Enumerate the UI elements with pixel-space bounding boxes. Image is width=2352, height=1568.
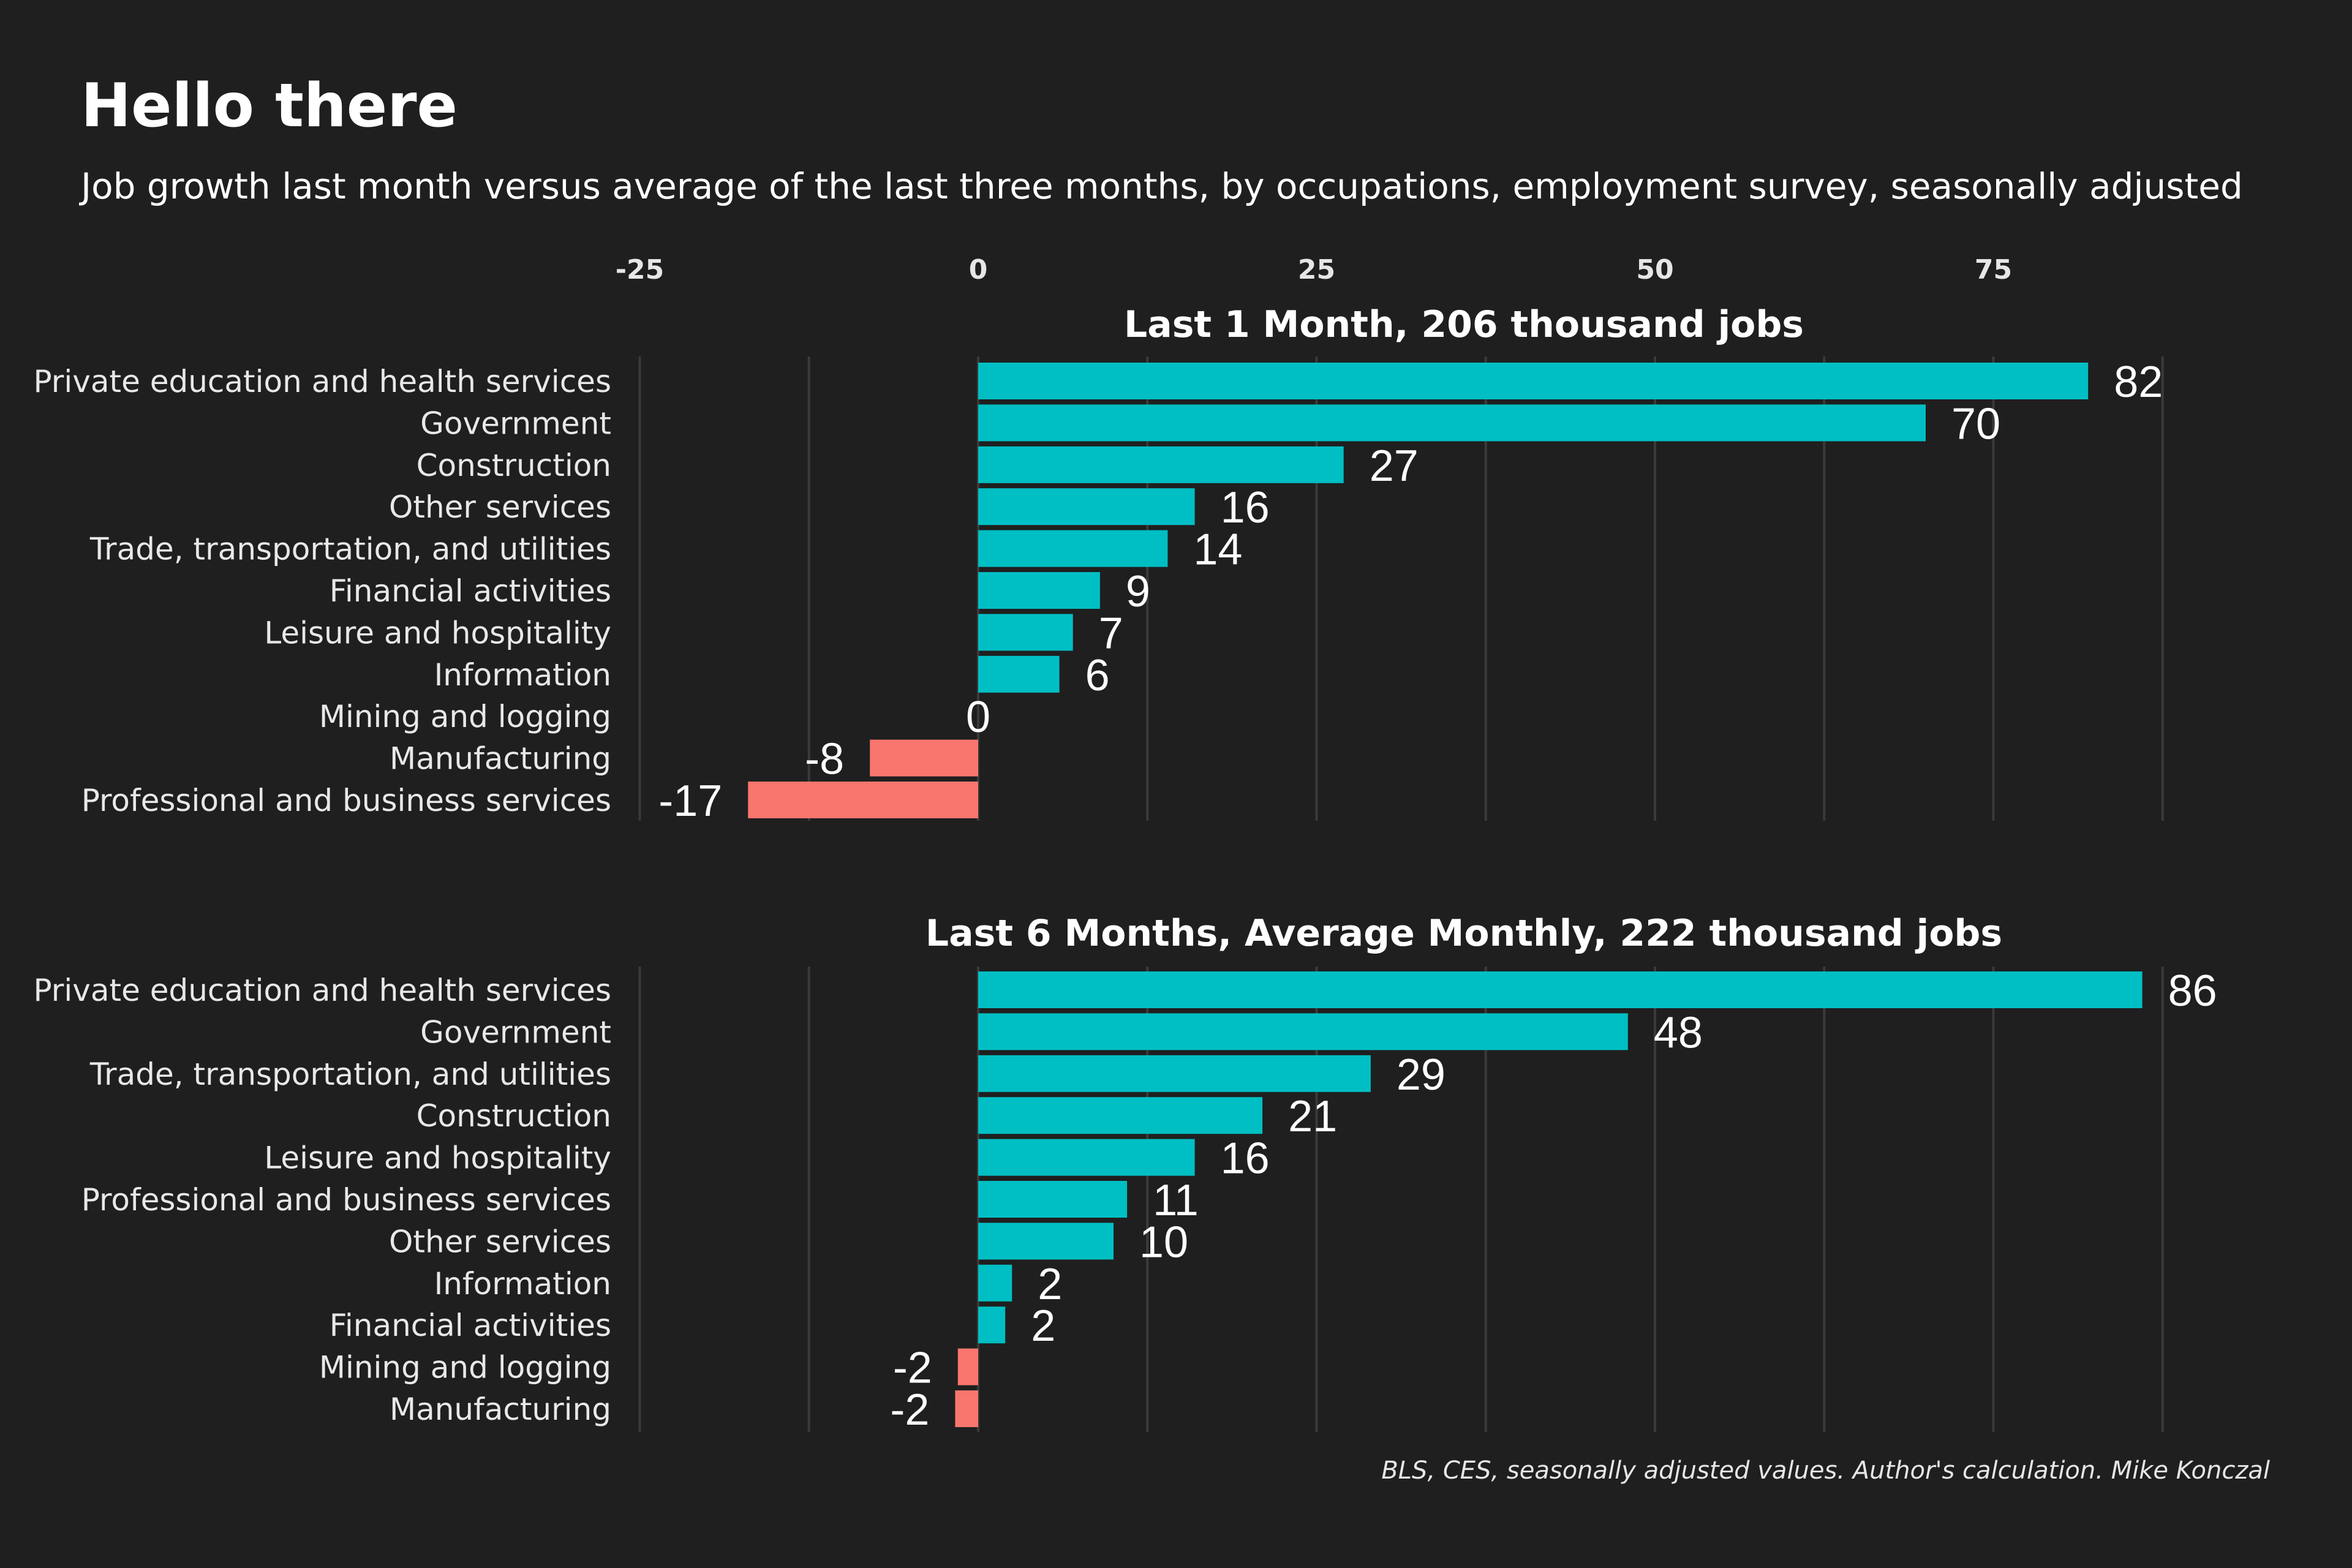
bar [978, 446, 1344, 483]
bar [978, 404, 1926, 442]
panel-last-6-months: Last 6 Months, Average Monthly, 222 thou… [34, 912, 2217, 1434]
bar-value-label: 2 [1038, 1260, 1062, 1309]
category-label: Financial activities [330, 573, 611, 609]
category-label: Mining and logging [319, 1350, 611, 1385]
chart-title: Hello there [81, 71, 458, 141]
bar-value-label: -17 [658, 777, 722, 826]
category-label: Mining and logging [319, 699, 611, 734]
category-label: Private education and health services [34, 973, 611, 1008]
bar-value-label: 21 [1288, 1092, 1337, 1141]
category-label: Private education and health services [34, 364, 611, 399]
panel-title: Last 1 Month, 206 thousand jobs [1124, 303, 1804, 346]
bar-value-label: 10 [1139, 1218, 1188, 1267]
bar [748, 782, 978, 818]
chart-subtitle: Job growth last month versus average of … [79, 165, 2243, 207]
bar-value-label: -2 [893, 1344, 932, 1393]
bar-value-label: 82 [2114, 358, 2163, 407]
category-label: Professional and business services [81, 783, 611, 818]
bar [978, 530, 1168, 567]
bar [870, 739, 978, 777]
category-label: Information [434, 1266, 611, 1302]
bar [978, 1013, 1628, 1050]
bar-value-label: 86 [2168, 967, 2217, 1016]
bar-value-label: 48 [1654, 1008, 1703, 1057]
x-axis-ticks: -25 0 25 50 75 [616, 254, 2012, 285]
bar-value-label: 29 [1396, 1050, 1446, 1099]
category-label: Government [420, 1014, 611, 1050]
category-label: Information [434, 657, 611, 693]
category-label: Trade, transportation, and utilities [89, 1057, 611, 1092]
bar-value-label: 27 [1370, 442, 1419, 491]
bar [978, 1055, 1371, 1092]
bar-value-label: 7 [1099, 609, 1123, 658]
panel-title: Last 6 Months, Average Monthly, 222 thou… [925, 912, 2002, 955]
category-label: Manufacturing [390, 741, 611, 777]
bar-value-label: 16 [1221, 1134, 1270, 1183]
x-tick-label: 75 [1975, 254, 2012, 285]
chart-caption: BLS, CES, seasonally adjusted values. Au… [1381, 1457, 2270, 1485]
bar [978, 1264, 1012, 1302]
bar-value-label: 6 [1085, 651, 1110, 700]
category-label: Construction [417, 448, 611, 483]
category-label: Professional and business services [81, 1182, 611, 1218]
bar [978, 971, 2143, 1008]
bar-value-label: 16 [1221, 483, 1270, 532]
bar-value-label: 70 [1951, 399, 2000, 448]
bar [957, 1348, 978, 1385]
bar [978, 1139, 1195, 1176]
x-tick-label: 25 [1298, 254, 1335, 285]
bar-value-label: -2 [890, 1385, 929, 1434]
bar [978, 1223, 1114, 1260]
bar [955, 1390, 978, 1427]
category-label: Construction [417, 1098, 611, 1134]
bar [978, 614, 1073, 651]
bar [978, 572, 1100, 609]
bar [978, 1181, 1128, 1218]
bar [978, 488, 1195, 526]
bar-value-label: 11 [1153, 1176, 1199, 1225]
category-label: Other services [389, 489, 611, 525]
category-label: Other services [389, 1224, 611, 1259]
panel-last-1-month: Last 1 Month, 206 thousand jobs Private e… [34, 303, 2164, 826]
bar [978, 1306, 1006, 1344]
category-label: Leisure and hospitality [264, 615, 611, 650]
x-tick-label: -25 [616, 254, 665, 285]
bar [978, 1097, 1263, 1134]
bar-value-label: 0 [966, 693, 990, 742]
category-label: Manufacturing [390, 1392, 611, 1427]
bar [978, 363, 2089, 399]
category-label: Trade, transportation, and utilities [89, 532, 611, 567]
bar-value-label: -8 [805, 735, 844, 784]
bar-value-label: 2 [1031, 1302, 1055, 1351]
bar-value-label: 14 [1193, 526, 1242, 575]
bar [978, 655, 1060, 693]
category-label: Leisure and hospitality [264, 1140, 611, 1176]
x-tick-label: 0 [969, 254, 988, 285]
category-label: Financial activities [330, 1308, 611, 1343]
bar-value-label: 9 [1126, 567, 1150, 616]
category-label: Government [420, 405, 611, 441]
x-tick-label: 50 [1636, 254, 1673, 285]
